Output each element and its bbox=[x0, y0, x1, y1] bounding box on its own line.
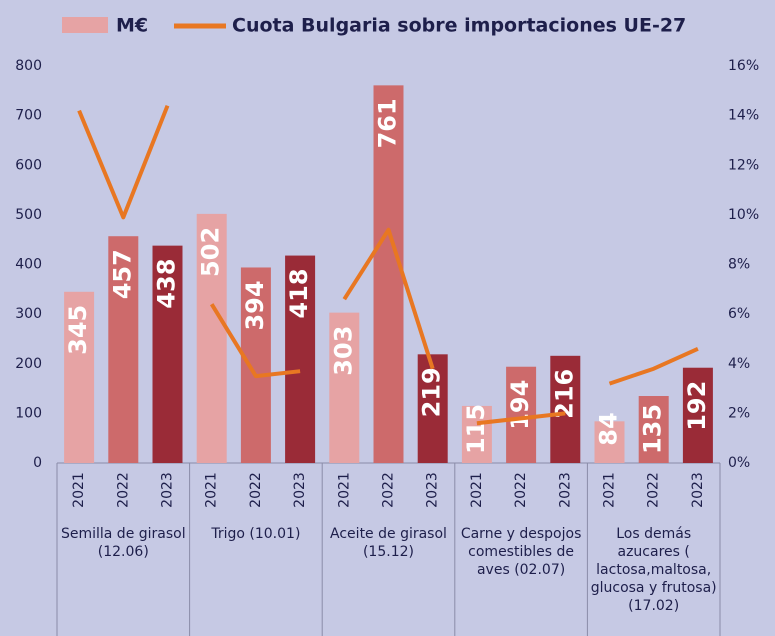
bar bbox=[152, 245, 183, 463]
y-tick-label: 700 bbox=[15, 108, 42, 124]
y2-tick-label: 16% bbox=[728, 58, 759, 74]
bar bbox=[417, 354, 448, 463]
line-segment bbox=[476, 411, 566, 426]
data-label: 438 bbox=[153, 259, 181, 309]
bar bbox=[638, 396, 669, 463]
group-label: Trigo (10.01) bbox=[211, 526, 301, 542]
data-label: 194 bbox=[506, 380, 534, 430]
data-label: 457 bbox=[108, 249, 136, 299]
x-tick-label: 2022 bbox=[248, 472, 264, 508]
data-label: 761 bbox=[374, 98, 402, 148]
y2-tick-label: 2% bbox=[728, 405, 750, 421]
x-tick-label: 2021 bbox=[204, 472, 220, 508]
line-segment bbox=[77, 104, 170, 220]
bar bbox=[285, 255, 316, 463]
bar bbox=[196, 213, 227, 463]
x-tick-label: 2021 bbox=[469, 472, 485, 508]
y2-tick-label: 12% bbox=[728, 157, 759, 173]
x-tick-label: 2022 bbox=[646, 472, 662, 508]
group-label: Aceite de girasol (15.12) bbox=[330, 526, 447, 560]
bar bbox=[550, 355, 581, 463]
y-tick-label: 0 bbox=[33, 455, 42, 471]
data-label: 502 bbox=[197, 227, 225, 277]
data-label: 115 bbox=[462, 404, 490, 454]
y-tick-label: 200 bbox=[15, 356, 42, 372]
y-tick-label: 800 bbox=[15, 58, 42, 74]
legend-label: Cuota Bulgaria sobre importaciones UE-27 bbox=[232, 15, 686, 37]
y2-tick-label: 8% bbox=[728, 257, 750, 273]
x-tick-label: 2021 bbox=[71, 472, 87, 508]
data-label: 216 bbox=[550, 369, 578, 419]
x-tick-label: 2022 bbox=[115, 472, 131, 508]
data-label: 345 bbox=[64, 305, 92, 355]
y2-tick-label: 4% bbox=[728, 356, 750, 372]
y-tick-label: 300 bbox=[15, 306, 42, 322]
y2-tick-label: 10% bbox=[728, 207, 759, 223]
data-label: 84 bbox=[595, 412, 623, 445]
x-tick-label: 2021 bbox=[602, 472, 618, 508]
bar bbox=[240, 267, 271, 463]
x-tick-label: 2023 bbox=[557, 472, 573, 508]
group-label: Semilla de girasol (12.06) bbox=[60, 526, 186, 560]
x-tick-label: 2022 bbox=[381, 472, 397, 508]
x-tick-label: 2023 bbox=[292, 472, 308, 508]
legend-swatch bbox=[62, 17, 108, 33]
y-tick-label: 400 bbox=[15, 257, 42, 273]
line-segment bbox=[608, 347, 699, 386]
group-label: Carne y despojos comestibles de aves (02… bbox=[460, 526, 582, 578]
y2-tick-label: 14% bbox=[728, 108, 759, 124]
bar bbox=[373, 85, 404, 463]
y-tick-label: 500 bbox=[15, 207, 42, 223]
bar bbox=[329, 312, 360, 463]
x-tick-label: 2021 bbox=[336, 472, 352, 508]
data-label: 394 bbox=[241, 280, 269, 330]
bar bbox=[64, 291, 95, 463]
bar bbox=[682, 367, 713, 463]
y-tick-label: 600 bbox=[15, 157, 42, 173]
x-tick-label: 2023 bbox=[690, 472, 706, 508]
data-label: 219 bbox=[418, 367, 446, 417]
y-tick-label: 100 bbox=[15, 405, 42, 421]
group-label: Los demás azucares ( lactosa,maltosa, gl… bbox=[590, 526, 717, 614]
bar bbox=[461, 405, 492, 463]
data-label: 135 bbox=[639, 404, 667, 454]
y2-tick-label: 0% bbox=[728, 455, 750, 471]
line-segment bbox=[209, 303, 301, 379]
y2-tick-label: 6% bbox=[728, 306, 750, 322]
data-label: 418 bbox=[285, 269, 313, 319]
bar bbox=[506, 366, 537, 463]
bar bbox=[594, 421, 625, 463]
x-tick-label: 2023 bbox=[160, 472, 176, 508]
line-segment bbox=[342, 227, 435, 370]
x-tick-label: 2023 bbox=[425, 472, 441, 508]
data-label: 303 bbox=[329, 326, 357, 376]
x-tick-label: 2022 bbox=[513, 472, 529, 508]
bar bbox=[108, 236, 139, 463]
legend-label: M€ bbox=[116, 15, 148, 37]
data-label: 192 bbox=[683, 381, 711, 431]
